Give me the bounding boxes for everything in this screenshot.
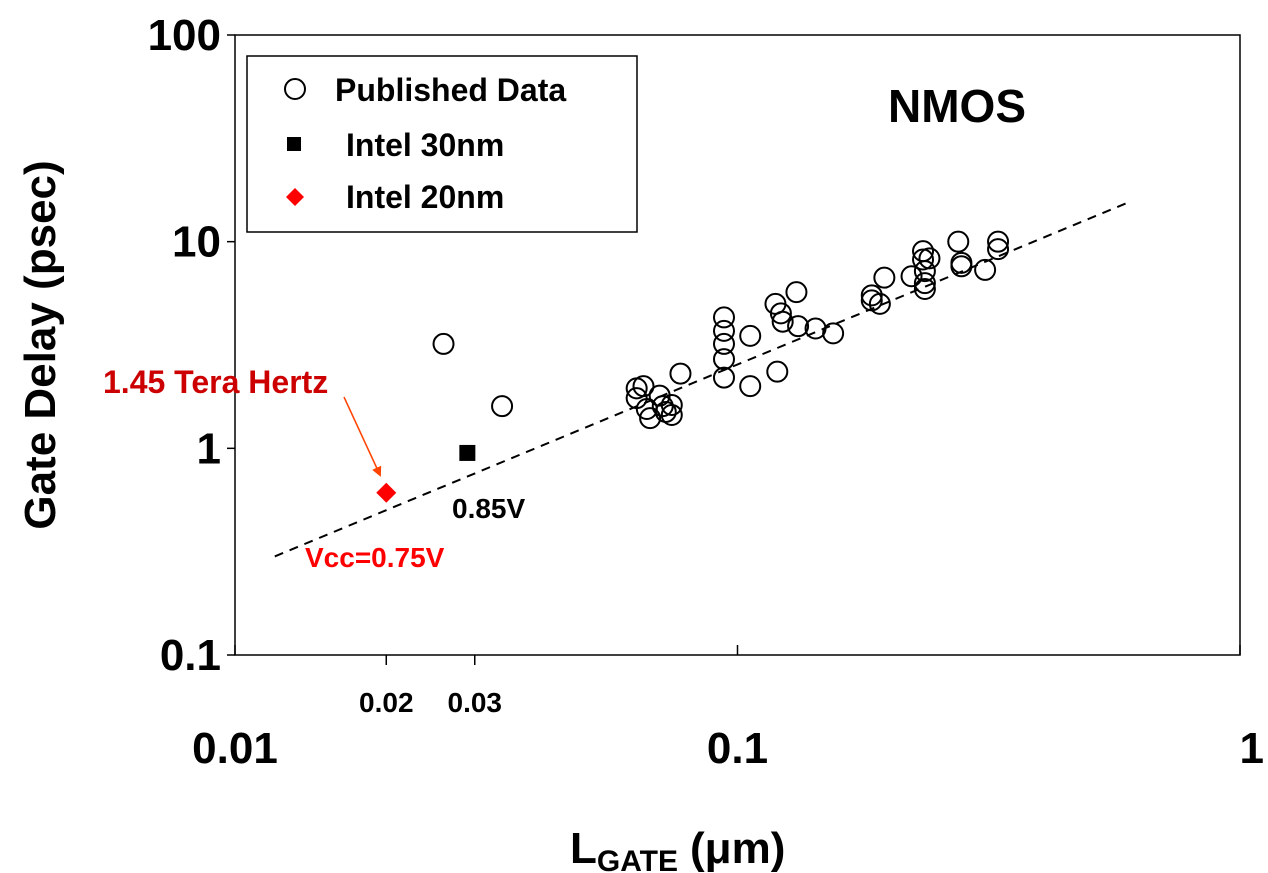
- published-data-point: [787, 315, 810, 338]
- published-data-point: [432, 332, 455, 355]
- legend-marker-intel30: [287, 137, 301, 151]
- axes: 0.1 1 10 100 0.01 0.1 1 0.02 0.03: [148, 11, 1264, 773]
- legend-label-intel30: Intel 30nm: [346, 127, 504, 163]
- published-data-point: [913, 272, 936, 295]
- y-tick-label: 10: [172, 218, 221, 267]
- published-data-point: [947, 230, 970, 253]
- y-tick-label: 100: [148, 11, 221, 60]
- published-data-point: [669, 362, 692, 385]
- x-minor-tick-label: 0.02: [359, 687, 414, 718]
- intel-30nm-point: [459, 444, 476, 461]
- data-marks: [274, 201, 1129, 558]
- legend-marker-intel20: [286, 188, 304, 206]
- published-data-point: [918, 247, 941, 270]
- annotation-nmos: NMOS: [888, 80, 1026, 132]
- published-data-point: [785, 281, 808, 304]
- legend: Published Data Intel 30nm Intel 20nm: [246, 55, 638, 233]
- x-axis-label-main: L: [570, 824, 597, 873]
- published-data-point: [712, 306, 735, 329]
- x-axis-label-sub: GATE: [597, 845, 678, 873]
- published-data-point: [769, 302, 792, 325]
- legend-label-published: Published Data: [335, 72, 566, 108]
- annotation-voltage-20nm: Vcc=0.75V: [305, 542, 445, 573]
- legend-box: [246, 55, 638, 233]
- published-data-point: [639, 407, 662, 430]
- y-tick-label: 1: [197, 424, 221, 473]
- published-data-point: [739, 375, 762, 398]
- published-data-point: [987, 238, 1010, 261]
- published-data-point: [822, 322, 845, 345]
- annotation-arrow: [343, 396, 382, 477]
- published-data-point: [860, 284, 883, 307]
- published-data-point: [491, 395, 514, 418]
- y-tick-label: 0.1: [160, 631, 221, 680]
- published-data-point: [712, 332, 735, 355]
- published-data-point: [660, 394, 683, 417]
- published-data-point: [987, 230, 1010, 253]
- published-data-point: [804, 317, 827, 340]
- published-data-point: [632, 375, 655, 398]
- published-data-point: [712, 319, 735, 342]
- published-data-point: [873, 266, 896, 289]
- published-data-point: [660, 403, 683, 426]
- published-data-point: [913, 260, 936, 283]
- x-minor-tick-label: 0.03: [448, 687, 503, 718]
- x-tick-label: 0.1: [707, 724, 768, 773]
- published-data-point: [771, 310, 794, 333]
- annotation-frequency: 1.45 Tera Hertz: [103, 364, 328, 400]
- published-data-point: [766, 360, 789, 383]
- legend-marker-published: [284, 78, 306, 100]
- published-data-point: [974, 258, 997, 281]
- intel-20nm-point: [376, 482, 397, 503]
- published-data-point: [739, 324, 762, 347]
- published-data-point: [712, 366, 735, 389]
- published-data-point: [868, 292, 891, 315]
- published-data-point: [900, 265, 923, 288]
- annotation-voltage-30nm: 0.85V: [452, 493, 525, 524]
- x-axis-label-unit: (μm): [690, 824, 785, 873]
- x-tick-label: 1: [1240, 724, 1264, 773]
- published-data-point: [950, 255, 973, 278]
- trend-line: [274, 201, 1129, 558]
- x-axis-label: LGATE (μm): [570, 824, 785, 873]
- published-data-point: [913, 278, 936, 301]
- published-data-point: [712, 348, 735, 371]
- y-axis-label: Gate Delay (psec): [16, 160, 65, 529]
- legend-label-intel20: Intel 20nm: [346, 179, 504, 215]
- x-tick-label: 0.01: [192, 724, 278, 773]
